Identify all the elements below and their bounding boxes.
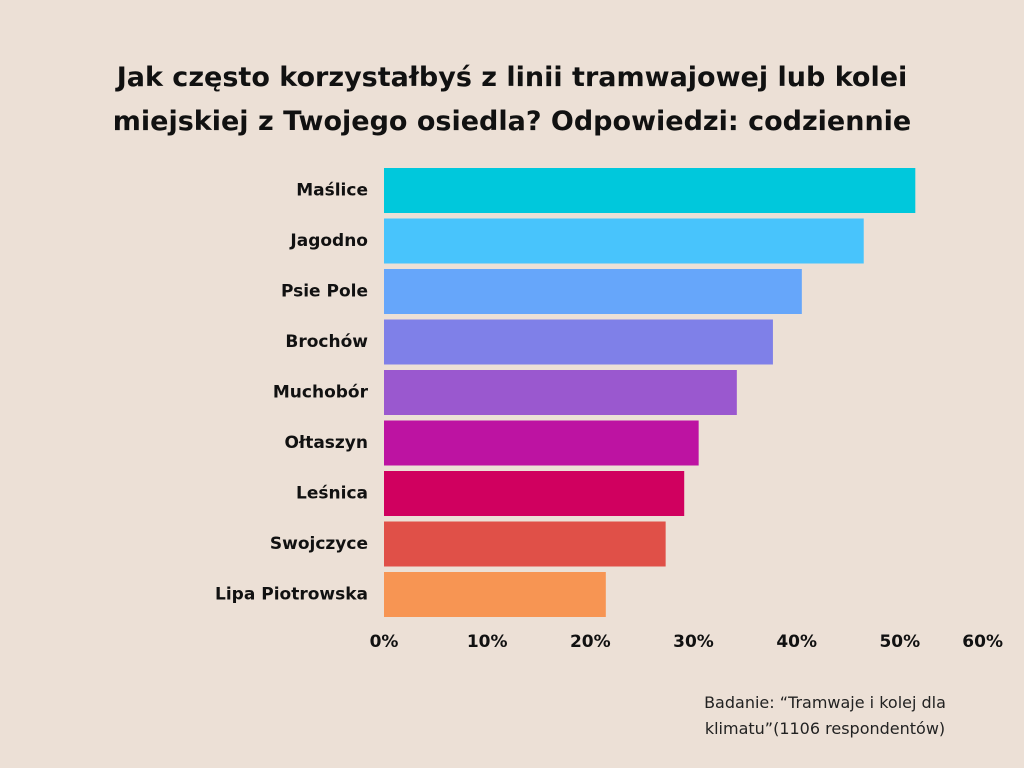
x-axis-ticks: 0% 10% 20% 30% 40% 50% 60% (370, 632, 1003, 652)
source-note: Badanie: “Tramwaje i kolej dla klimatu”(… (660, 690, 990, 742)
category-label-3: Psie Pole (281, 282, 368, 302)
x-tick-label-6: 60% (962, 632, 1003, 652)
x-tick-label-4: 40% (776, 632, 817, 652)
category-label-4: Brochów (285, 332, 368, 352)
category-label-2: Jagodno (289, 231, 368, 251)
bars-group (384, 168, 916, 617)
bar-1 (384, 168, 916, 213)
x-tick-label-0: 0% (370, 632, 399, 652)
x-tick-label-3: 30% (673, 632, 714, 652)
category-label-6: Ołtaszyn (284, 433, 368, 453)
bar-5 (384, 370, 737, 415)
bar-3 (384, 269, 802, 314)
category-label-5: Muchobór (273, 383, 369, 403)
bar-8 (384, 521, 666, 567)
bar-7 (384, 471, 685, 516)
source-note-line-2: klimatu”(1106 respondentów) (704, 719, 946, 738)
chart-title: Jak często korzystałbyś z linii tramwajo… (0, 56, 1024, 144)
x-tick-label-1: 10% (467, 632, 508, 652)
bar-4 (384, 319, 773, 365)
category-label-7: Leśnica (296, 484, 368, 504)
category-label-1: Maślice (296, 181, 368, 201)
bar-6 (384, 420, 699, 466)
category-labels: Maślice Jagodno Psie Pole Brochów Muchobór Oł… (215, 181, 369, 605)
source-note-line-1: Badanie: “Tramwaje i kolej dla (704, 693, 946, 712)
bar-9 (384, 572, 606, 617)
chart-title-line-2: miejskiej z Twojego osiedla? Odpowiedzi:… (112, 106, 912, 137)
x-tick-label-5: 50% (879, 632, 920, 652)
category-label-9: Lipa Piotrowska (215, 585, 368, 605)
x-tick-label-2: 20% (570, 632, 611, 652)
category-label-8: Swojczyce (270, 534, 368, 554)
bar-2 (384, 218, 864, 264)
chart-title-line-1: Jak często korzystałbyś z linii tramwajo… (116, 62, 908, 93)
